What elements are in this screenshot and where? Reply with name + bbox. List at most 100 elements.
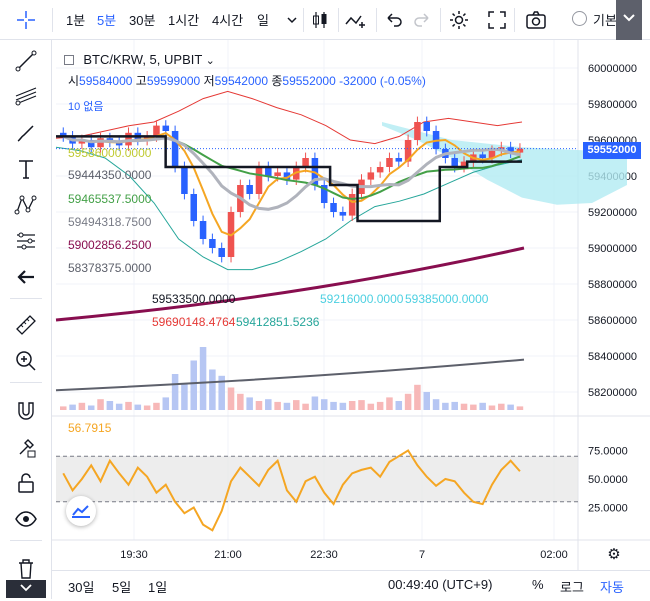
kijun-step-line xyxy=(56,135,522,223)
ichimoku-val-3: 59465537.5000 xyxy=(68,192,152,206)
candle-body xyxy=(171,131,179,167)
interval-1d[interactable]: 일 xyxy=(257,13,269,28)
candle-body xyxy=(488,150,496,158)
symbol-label[interactable]: BTC/KRW, 5, UPBIT xyxy=(83,52,203,67)
high-value: 59599000 xyxy=(146,74,201,88)
auto-toggle[interactable]: 자동 xyxy=(600,580,624,595)
volume-bar xyxy=(339,402,347,410)
candle-body xyxy=(516,148,524,153)
percent-toggle[interactable]: % xyxy=(532,577,544,592)
price-chart[interactable]: 6000000059800000596000005940000059200000… xyxy=(52,40,650,570)
arrow-left-icon[interactable] xyxy=(13,264,39,290)
candle-body xyxy=(395,158,403,162)
collapse-legend-icon[interactable] xyxy=(64,55,74,65)
interval-1m[interactable]: 1분 xyxy=(66,13,86,28)
log-toggle[interactable]: 로그 xyxy=(560,580,584,595)
range-5d[interactable]: 5일 xyxy=(112,580,132,595)
rsi-tick-label: 75.0000 xyxy=(588,446,628,458)
volume-bar xyxy=(283,402,291,410)
interval-4h[interactable]: 4시간 xyxy=(212,13,244,28)
price-tick-label: 58600000 xyxy=(588,315,637,327)
volume-bar xyxy=(106,401,114,410)
chevron-down-icon[interactable] xyxy=(280,8,304,32)
candle-body xyxy=(320,185,328,203)
toolbar-divider xyxy=(440,8,441,32)
volume-bar xyxy=(320,399,328,410)
time-tick-label: 19:30 xyxy=(120,549,148,561)
toolbar-divider xyxy=(10,298,42,299)
time-tick-label: 7 xyxy=(419,549,425,561)
candle-body xyxy=(209,239,216,248)
undo-icon[interactable] xyxy=(382,8,406,32)
crosshair-icon[interactable] xyxy=(14,8,38,32)
drawing-toolbar xyxy=(0,40,52,599)
toolbar-divider xyxy=(376,8,377,32)
pitchfork-icon[interactable] xyxy=(13,84,39,110)
high-label: 고 xyxy=(135,74,147,88)
ma-long-line xyxy=(55,246,525,322)
tradingview-logo[interactable] xyxy=(66,496,96,526)
ma-gray-line xyxy=(55,358,525,392)
bb-lower-value: 59412851.5236 xyxy=(236,315,320,329)
volume-bar xyxy=(209,369,216,410)
trend-line-icon[interactable] xyxy=(13,48,39,74)
candle-body xyxy=(274,172,281,176)
candle-body xyxy=(78,140,86,144)
basic-radio[interactable] xyxy=(572,11,587,26)
fullscreen-icon[interactable] xyxy=(485,8,509,32)
toolbar-divider xyxy=(338,8,339,32)
range-30d[interactable]: 30일 xyxy=(68,580,95,595)
volume-bar xyxy=(125,401,132,410)
interval-1h[interactable]: 1시간 xyxy=(168,13,200,28)
trash-icon[interactable] xyxy=(13,556,39,582)
toolbar-divider xyxy=(303,8,304,32)
gear-icon[interactable] xyxy=(447,8,471,32)
chevron-down-icon[interactable]: ⌄ xyxy=(205,55,215,67)
collapse-toolbar-arrow[interactable] xyxy=(6,580,46,598)
lock-drawing-icon[interactable] xyxy=(13,434,39,460)
low-label: 저 xyxy=(203,74,215,88)
prediction-icon[interactable] xyxy=(13,228,39,254)
candle-body xyxy=(283,172,291,180)
volume-bar xyxy=(218,375,225,410)
volume-bar xyxy=(460,403,468,410)
unlock-icon[interactable] xyxy=(13,470,39,496)
candle-body xyxy=(125,132,132,146)
ichimoku-val-2: 59444350.0000 xyxy=(68,168,152,182)
black-line-value: 59533500.0000 xyxy=(152,292,236,306)
zoom-in-icon[interactable] xyxy=(13,348,39,374)
bollinger-upper xyxy=(55,90,523,145)
cloud-value-b: 59385000.0000 xyxy=(405,292,489,306)
indicators-icon[interactable] xyxy=(344,8,368,32)
interval-5m[interactable]: 5분 xyxy=(97,13,117,28)
candles-icon[interactable] xyxy=(308,8,332,32)
candle-body xyxy=(507,147,514,153)
magnet-icon[interactable] xyxy=(13,398,39,424)
volume-bar xyxy=(143,405,151,410)
price-tick-label: 58800000 xyxy=(588,279,637,291)
clock-label[interactable]: 00:49:40 (UTC+9) xyxy=(388,577,493,592)
range-1d[interactable]: 1일 xyxy=(148,580,168,595)
volume-bar xyxy=(451,401,458,410)
basic-label[interactable]: 기본 xyxy=(593,13,617,28)
pattern-icon[interactable] xyxy=(13,192,39,218)
ruler-icon[interactable] xyxy=(13,312,39,338)
volume-bar xyxy=(376,401,384,410)
brush-icon[interactable] xyxy=(13,120,39,146)
candle-body xyxy=(339,212,347,216)
interval-30m[interactable]: 30분 xyxy=(129,13,156,28)
volume-bar xyxy=(97,399,104,410)
toolbar-divider xyxy=(52,8,53,32)
eye-icon[interactable] xyxy=(13,506,39,532)
candle-body xyxy=(255,167,263,194)
candle-body xyxy=(348,194,356,216)
volume-bar xyxy=(367,403,375,410)
collapse-toolbar-button[interactable] xyxy=(616,0,642,40)
top-toolbar: 1분 5분 30분 1시간 4시간 일 기본 xyxy=(0,0,650,40)
camera-icon[interactable] xyxy=(524,8,548,32)
volume-bar xyxy=(302,403,309,410)
price-tick-label: 60000000 xyxy=(588,63,637,75)
redo-icon[interactable] xyxy=(410,8,434,32)
text-tool-icon[interactable] xyxy=(13,156,39,182)
candle-body xyxy=(404,140,412,162)
